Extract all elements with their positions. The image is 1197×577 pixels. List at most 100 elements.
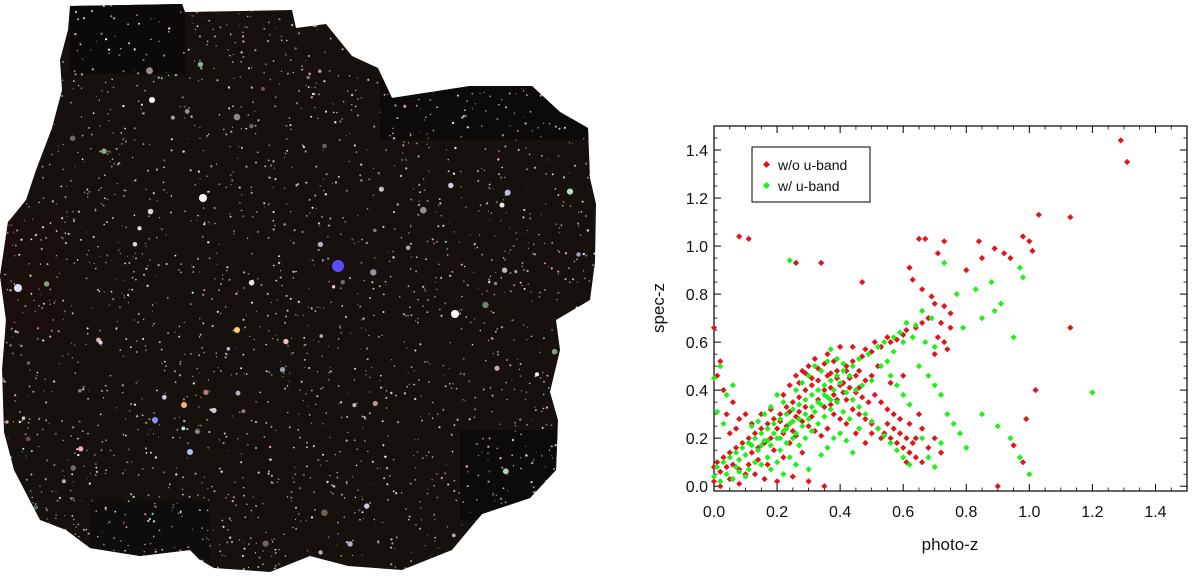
star bbox=[444, 302, 447, 305]
star bbox=[162, 471, 165, 474]
star bbox=[64, 196, 67, 199]
star bbox=[160, 228, 163, 231]
star bbox=[512, 284, 516, 287]
star bbox=[157, 436, 160, 438]
data-point bbox=[1016, 454, 1024, 461]
star bbox=[522, 90, 525, 92]
star bbox=[278, 563, 280, 565]
star bbox=[504, 250, 506, 252]
data-point bbox=[900, 444, 907, 451]
star bbox=[152, 192, 155, 195]
star bbox=[73, 262, 76, 264]
star bbox=[324, 193, 327, 196]
data-point bbox=[1117, 137, 1124, 144]
star bbox=[303, 359, 306, 361]
star bbox=[110, 15, 113, 18]
star bbox=[322, 149, 324, 151]
star bbox=[345, 482, 348, 485]
star bbox=[302, 145, 306, 149]
data-point bbox=[918, 435, 926, 442]
star bbox=[282, 375, 284, 378]
star bbox=[503, 291, 506, 294]
bright-star bbox=[451, 310, 459, 318]
star bbox=[158, 21, 160, 23]
bright-star bbox=[181, 402, 187, 408]
star bbox=[469, 511, 471, 513]
star bbox=[123, 189, 126, 192]
star bbox=[337, 385, 340, 387]
star bbox=[51, 391, 53, 393]
star bbox=[494, 500, 496, 502]
star bbox=[317, 248, 320, 252]
star bbox=[188, 495, 191, 498]
star bbox=[45, 507, 48, 510]
star bbox=[447, 170, 450, 173]
star bbox=[450, 387, 453, 390]
star bbox=[215, 163, 218, 165]
star bbox=[307, 86, 310, 88]
star bbox=[437, 225, 440, 228]
star bbox=[551, 455, 553, 457]
star bbox=[420, 507, 422, 510]
star bbox=[52, 380, 56, 383]
star bbox=[145, 245, 147, 247]
star bbox=[406, 385, 409, 388]
star bbox=[372, 194, 375, 196]
star bbox=[528, 153, 531, 156]
star bbox=[306, 405, 309, 407]
star bbox=[303, 336, 306, 339]
x-tick-label: 0.6 bbox=[892, 504, 914, 521]
star bbox=[356, 448, 359, 451]
star bbox=[357, 98, 359, 101]
star bbox=[250, 86, 253, 89]
star bbox=[293, 481, 295, 483]
star bbox=[117, 242, 119, 244]
star bbox=[286, 149, 289, 152]
star bbox=[265, 343, 268, 346]
star bbox=[73, 499, 76, 502]
star bbox=[529, 110, 532, 113]
star bbox=[243, 547, 246, 550]
star bbox=[189, 77, 191, 79]
star bbox=[390, 391, 393, 395]
star bbox=[410, 256, 413, 258]
star bbox=[372, 400, 378, 407]
star bbox=[237, 437, 239, 440]
star bbox=[119, 349, 122, 352]
star bbox=[336, 544, 338, 546]
star bbox=[433, 242, 436, 245]
star bbox=[144, 242, 147, 245]
star bbox=[78, 420, 81, 423]
star bbox=[186, 457, 189, 459]
star bbox=[511, 319, 514, 322]
star bbox=[40, 491, 43, 493]
data-point bbox=[890, 334, 897, 341]
data-point bbox=[884, 420, 891, 427]
star bbox=[460, 197, 463, 199]
star bbox=[242, 477, 244, 479]
star bbox=[92, 112, 95, 115]
data-point bbox=[922, 338, 929, 346]
star bbox=[60, 185, 63, 188]
star bbox=[223, 128, 225, 131]
star bbox=[361, 495, 363, 497]
star bbox=[558, 251, 561, 253]
star bbox=[10, 327, 13, 330]
star bbox=[96, 95, 98, 97]
star bbox=[196, 431, 199, 433]
star bbox=[376, 81, 379, 84]
star bbox=[101, 532, 103, 534]
star bbox=[351, 104, 353, 106]
star bbox=[542, 122, 545, 125]
star bbox=[384, 280, 387, 283]
star bbox=[511, 454, 514, 457]
star bbox=[542, 371, 544, 374]
legend: w/o u-band w/ u-band bbox=[751, 146, 871, 203]
star bbox=[158, 40, 160, 43]
star bbox=[402, 152, 404, 154]
star bbox=[367, 78, 370, 81]
star bbox=[221, 519, 224, 522]
star bbox=[317, 341, 320, 343]
star bbox=[40, 293, 42, 295]
star bbox=[557, 273, 560, 275]
